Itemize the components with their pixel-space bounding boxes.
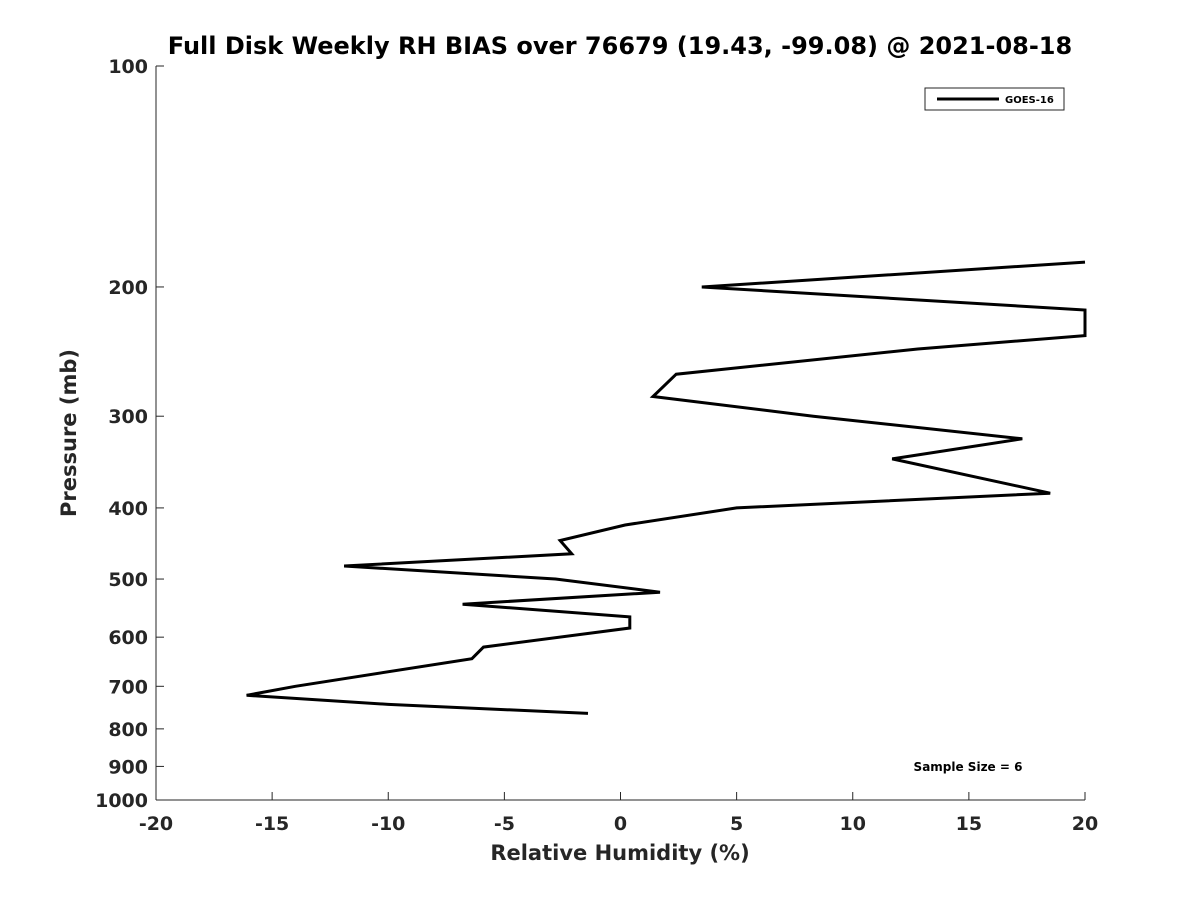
y-tick-label: 400 xyxy=(108,498,148,520)
x-tick-label: 10 xyxy=(840,813,866,835)
y-tick-label: 300 xyxy=(108,406,148,428)
y-tick-label: 200 xyxy=(108,277,148,299)
y-tick-label: 900 xyxy=(108,756,148,778)
y-tick-label: 500 xyxy=(108,569,148,591)
x-tick-label: 5 xyxy=(730,813,743,835)
plot-lines xyxy=(246,260,1087,715)
y-tick-label: 800 xyxy=(108,719,148,741)
y-ticks: 100 200 300 400 500 600 700 800 900 1000 xyxy=(95,56,164,812)
y-tick-label: 600 xyxy=(108,627,148,649)
x-tick-label: 15 xyxy=(956,813,982,835)
y-tick-label: 1000 xyxy=(95,790,148,812)
series-line-goes-16 xyxy=(246,260,1087,715)
y-tick-label: 700 xyxy=(108,676,148,698)
x-tick-label: -5 xyxy=(494,813,515,835)
x-tick-label: 0 xyxy=(614,813,627,835)
y-axis-label: Pressure (mb) xyxy=(57,349,81,517)
x-tick-label: 20 xyxy=(1072,813,1098,835)
legend-label-goes-16: GOES-16 xyxy=(1005,95,1054,106)
chart-title: Full Disk Weekly RH BIAS over 76679 (19.… xyxy=(168,32,1072,60)
sample-size-annotation: Sample Size = 6 xyxy=(914,760,1023,774)
x-axis-label: Relative Humidity (%) xyxy=(490,841,749,865)
x-tick-label: -10 xyxy=(371,813,405,835)
legend: GOES-16 xyxy=(924,87,1065,111)
y-tick-label: 100 xyxy=(108,56,148,78)
x-tick-label: -20 xyxy=(139,813,173,835)
plot-area xyxy=(156,66,1085,800)
x-tick-label: -15 xyxy=(255,813,289,835)
x-ticks: -20 -15 -10 -5 0 5 10 15 20 xyxy=(139,792,1098,835)
